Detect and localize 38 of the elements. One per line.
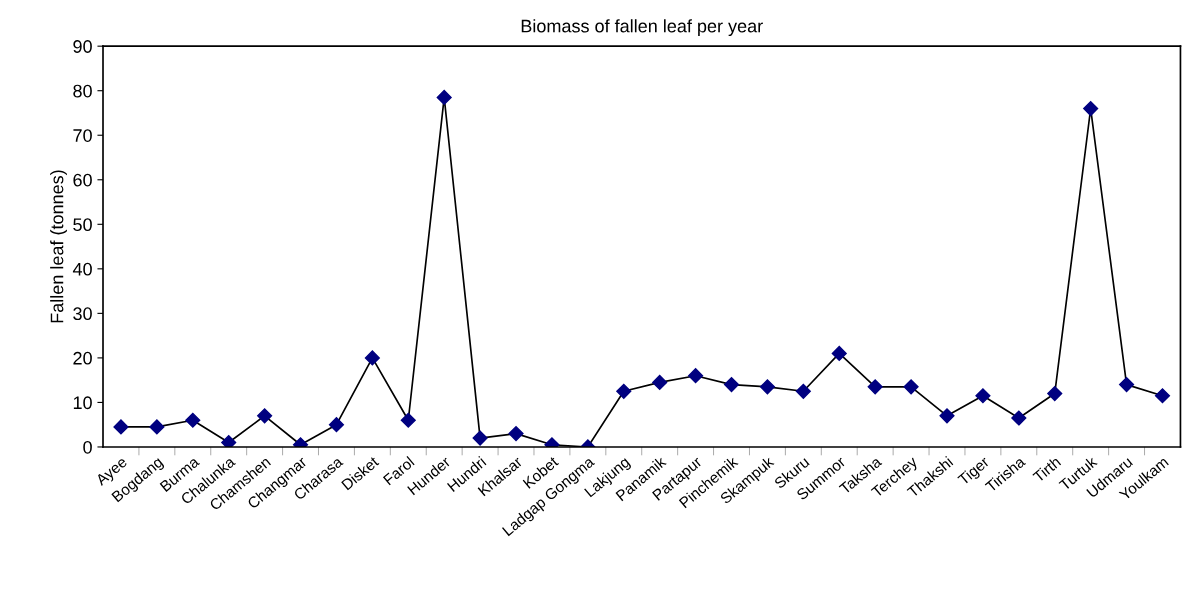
point xyxy=(257,408,273,424)
point xyxy=(400,412,416,428)
point xyxy=(616,383,632,399)
point xyxy=(723,377,740,393)
point xyxy=(472,430,488,446)
point xyxy=(903,379,919,395)
y-tick-label: 10 xyxy=(73,396,92,410)
point xyxy=(1119,377,1135,393)
point xyxy=(508,426,524,442)
y-tick-label: 20 xyxy=(73,351,92,365)
point xyxy=(939,408,955,424)
point xyxy=(1083,100,1099,117)
point xyxy=(975,388,991,404)
y-axis-title: Fallen leaf (tonnes) xyxy=(50,170,67,323)
chart-title: Biomass of fallen leaf per year xyxy=(521,19,763,37)
point xyxy=(652,374,668,390)
point xyxy=(1154,388,1171,404)
point xyxy=(795,383,811,399)
point xyxy=(867,379,883,395)
point xyxy=(688,368,704,384)
point xyxy=(1011,410,1027,426)
point xyxy=(759,379,775,395)
point xyxy=(436,89,452,105)
point xyxy=(113,419,129,435)
y-tick-label: 40 xyxy=(72,262,92,276)
point xyxy=(1047,385,1063,402)
y-tick-label: 80 xyxy=(73,84,92,98)
point xyxy=(149,419,165,435)
y-tick-label: 30 xyxy=(73,307,92,321)
y-tick-label: 50 xyxy=(73,218,92,232)
point xyxy=(185,412,201,428)
y-tick-label: 90 xyxy=(73,40,92,53)
point xyxy=(364,350,380,366)
y-tick-label: 70 xyxy=(73,129,92,142)
y-tick-label: 0 xyxy=(83,440,92,454)
y-tick-label: 60 xyxy=(73,173,92,187)
point xyxy=(831,345,847,362)
point xyxy=(328,417,345,433)
